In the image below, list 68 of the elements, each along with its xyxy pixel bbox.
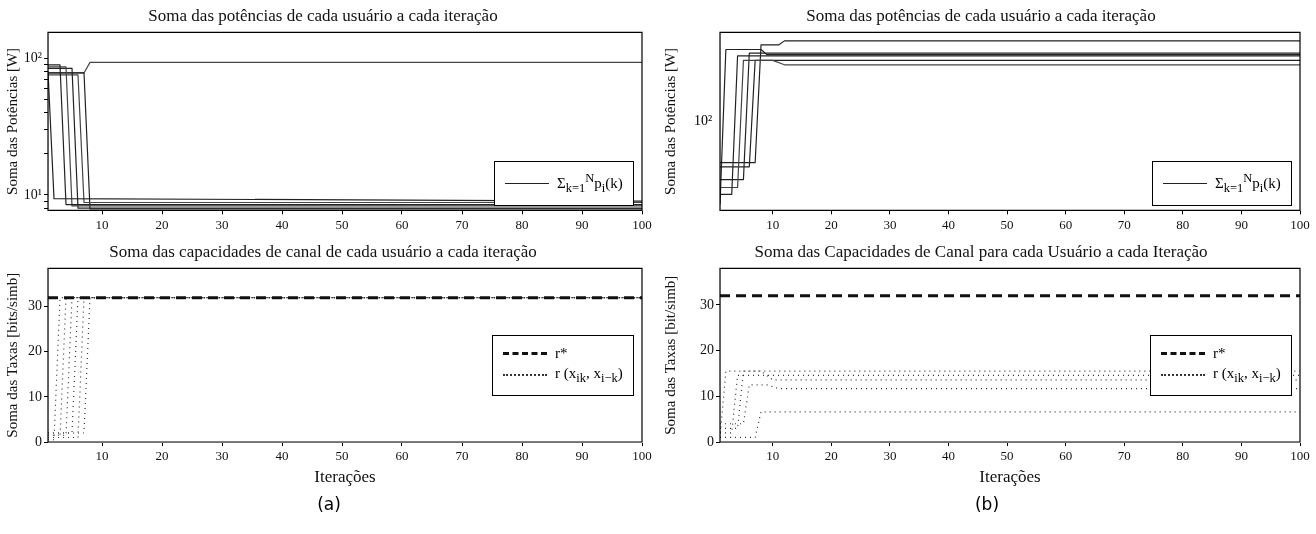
x-tick-label: 90 <box>575 448 589 464</box>
x-axis-title: Iterações <box>979 467 1041 487</box>
x-tick-label: 20 <box>824 216 838 232</box>
y-axis-title: Soma das Taxas [bit/simb] <box>661 275 678 435</box>
legend-label: r (x$_{ik}$, x$_{i−k}$) <box>1213 364 1281 386</box>
x-tick-label: 90 <box>1234 216 1248 232</box>
legend-label: Σ$_{k=1}$$^{N}$p$_{i}$(k) <box>557 171 623 197</box>
x-tick-label: 60 <box>395 448 409 464</box>
x-tick-label: 40 <box>941 448 955 464</box>
x-tick-label: 40 <box>275 216 289 232</box>
chart-title: Soma das Capacidades de Canal para cada Usuário a cada Iteração <box>754 241 1208 261</box>
x-tick-label: 100 <box>1290 448 1310 464</box>
x-tick-label: 100 <box>1290 216 1310 232</box>
x-tick-label: 40 <box>275 448 289 464</box>
y-tick-label: 30 <box>28 298 42 314</box>
chart-title: Soma das capacidades de canal de cada usuário a cada iteração <box>109 241 537 261</box>
x-tick-label: 60 <box>1059 216 1073 232</box>
x-tick-label: 30 <box>883 448 897 464</box>
x-tick-label: 50 <box>1000 216 1014 232</box>
y-tick-label: 10 <box>28 388 42 404</box>
chart-title: Soma das potências de cada usuário a cada iteração <box>806 5 1156 25</box>
x-tick-label: 50 <box>335 216 349 232</box>
x-tick-label: 20 <box>155 216 169 232</box>
text: (a) <box>316 494 342 514</box>
x-tick-label: 30 <box>215 448 229 464</box>
y-axis-title: Soma das Potências [W] <box>661 47 678 195</box>
x-tick-label: 70 <box>455 216 469 232</box>
x-tick-label: 50 <box>335 448 349 464</box>
x-tick-label: 70 <box>455 448 469 464</box>
x-axis-title: Iterações <box>314 467 376 487</box>
x-tick-label: 80 <box>515 216 529 232</box>
x-tick-label: 30 <box>215 216 229 232</box>
y-tick-label: 0 <box>707 433 714 449</box>
y-tick-label: 10 <box>700 387 714 403</box>
y-axis-title: Soma das Potências [W] <box>3 47 20 195</box>
x-tick-label: 50 <box>1000 448 1014 464</box>
x-tick-label: 90 <box>575 216 589 232</box>
x-tick-label: 80 <box>515 448 529 464</box>
y-tick-label: 10² <box>23 50 42 66</box>
y-tick-label: 10¹ <box>23 186 42 202</box>
x-tick-label: 70 <box>1117 216 1131 232</box>
x-tick-label: 10 <box>95 216 109 232</box>
x-tick-label: 80 <box>1176 448 1190 464</box>
x-tick-label: 60 <box>1059 448 1073 464</box>
x-tick-label: 90 <box>1234 448 1248 464</box>
x-tick-label: 30 <box>883 216 897 232</box>
x-tick-label: 100 <box>632 216 652 232</box>
x-tick-label: 60 <box>395 216 409 232</box>
y-axis-title: Soma das Taxas [bits/simb] <box>3 272 20 438</box>
y-tick-label: 0 <box>35 433 42 449</box>
x-tick-label: 80 <box>1176 216 1190 232</box>
x-tick-label: 20 <box>155 448 169 464</box>
x-tick-label: 10 <box>766 448 780 464</box>
legend-label: r* <box>1213 344 1226 362</box>
text: (b) <box>973 494 1001 514</box>
y-tick-label: 20 <box>700 342 714 358</box>
x-tick-label: 100 <box>632 448 652 464</box>
legend-label: r (x$_{ik}$, x$_{i−k}$) <box>555 364 623 386</box>
x-tick-label: 10 <box>766 216 780 232</box>
y-tick-label: 20 <box>28 343 42 359</box>
legend-label: r* <box>555 344 568 362</box>
x-tick-label: 20 <box>824 448 838 464</box>
legend-label: Σ$_{k=1}$$^{N}$p$_{i}$(k) <box>1215 171 1281 197</box>
x-tick-label: 40 <box>941 216 955 232</box>
chart-title: Soma das potências de cada usuário a cada iteração <box>148 5 498 25</box>
x-tick-label: 70 <box>1117 448 1131 464</box>
x-tick-label: 10 <box>95 448 109 464</box>
y-tick-label: 30 <box>700 296 714 312</box>
